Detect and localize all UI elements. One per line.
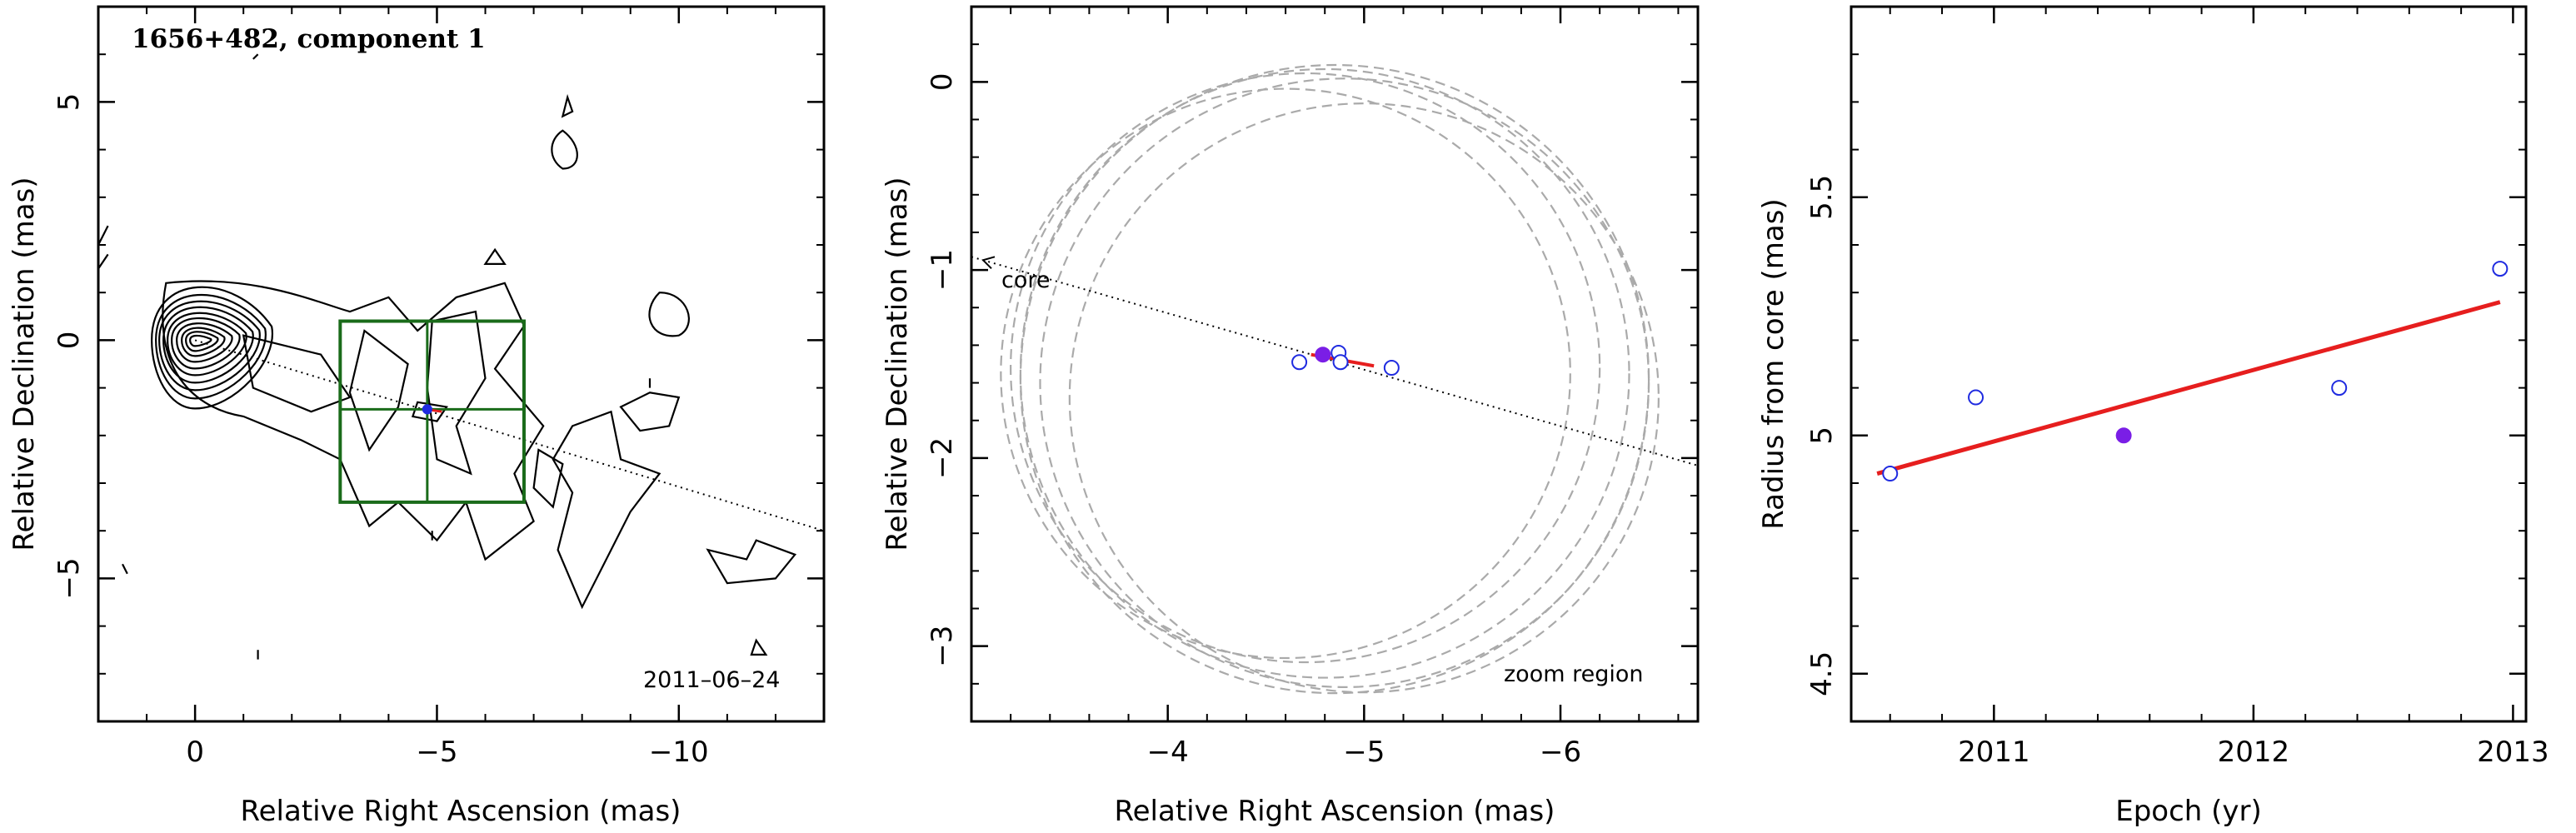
plot-frame [1850, 5, 2528, 723]
x-tick-label: 2012 [2218, 736, 2290, 769]
open-point [1332, 354, 1349, 371]
x-tick-label: −6 [1540, 736, 1581, 769]
uncertainty-circle [1019, 63, 1650, 695]
plot-frame [970, 5, 1700, 723]
jet-contour [648, 292, 690, 337]
core-contour [158, 300, 261, 392]
panel-radius-vs-epoch: 2011 2012 2013 4.5 5 5.5 Epoch (yr) Radius fr… [1757, 5, 2549, 828]
core-contour [176, 322, 233, 363]
core-contour [155, 294, 267, 400]
zoom-plot [971, 63, 1698, 695]
x-tick-label: −5 [1343, 736, 1385, 769]
open-point [1383, 360, 1400, 377]
x-tick-label: −5 [416, 736, 457, 769]
y-tick-label: 4.5 [1805, 651, 1839, 696]
panel2-xlabel: Relative Right Ascension (mas) [1115, 795, 1555, 828]
component-marker [422, 404, 432, 415]
y-tick-label: 0 [52, 332, 86, 350]
uncertainty-circle [1000, 87, 1571, 660]
y-tick-label: −1 [926, 249, 959, 291]
jet-contour [483, 247, 507, 265]
uncertainty-circle [1068, 102, 1660, 694]
jet-contour [97, 253, 109, 270]
core-contour [185, 331, 219, 352]
panel-contour-map: 0 −5 −10 5 0 −5 1656+482, component 1 2011–06… [7, 5, 826, 828]
axis-ticks: 2011 2012 2013 4.5 5 5.5 [1805, 6, 2549, 769]
panel3-xlabel: Epoch (yr) [2115, 795, 2262, 828]
y-tick-label: 5.5 [1805, 175, 1839, 220]
uncertainty-circle [1039, 77, 1650, 688]
panel1-title: 1656+482, component 1 [132, 24, 486, 54]
panel1-ylabel: Relative Declination (mas) [7, 177, 41, 551]
y-tick-label: −5 [52, 557, 86, 599]
axis-ticks: 0 −5 −10 5 0 −5 [52, 6, 825, 769]
y-tick-label: −2 [926, 437, 959, 479]
jet-contour [750, 638, 768, 656]
jet-contour [122, 563, 128, 575]
jet-contour [561, 93, 574, 118]
uncertainty-circle [1019, 67, 1630, 679]
y-tick-label: 0 [926, 72, 959, 91]
contour-map [97, 53, 825, 660]
axis-ticks: −4 −5 −6 0 −1 −2 −3 [926, 6, 1698, 769]
jet-contour [252, 53, 259, 60]
fit-line [1876, 300, 2501, 476]
y-tick-label: 5 [1805, 426, 1839, 445]
open-point [1291, 354, 1308, 371]
open-point [2331, 380, 2348, 397]
y-tick-label: −3 [926, 626, 959, 667]
jet-contour [97, 225, 109, 246]
filled-point [1315, 347, 1331, 363]
plot-area [971, 63, 1698, 695]
radius-plot [1876, 261, 2509, 482]
panel1-date: 2011–06–24 [643, 667, 780, 693]
x-tick-label: 2011 [1958, 736, 2030, 769]
panel3-ylabel: Radius from core (mas) [1757, 198, 1790, 529]
open-point [2492, 261, 2509, 277]
plot-frame [97, 5, 826, 723]
panel2-ylabel: Relative Declination (mas) [881, 177, 914, 551]
jet-contour [242, 334, 352, 413]
jet-contour [426, 310, 487, 476]
core-contour [167, 312, 247, 377]
open-point [1882, 466, 1899, 482]
filled-point [2115, 427, 2132, 444]
jet-contour [348, 329, 409, 452]
direction-line [971, 256, 1698, 466]
jet-contour [619, 392, 681, 432]
core-contour [189, 334, 212, 347]
panel-zoom-region: −4 −5 −6 0 −1 −2 −3 core zoom region Relative … [881, 5, 1700, 828]
zoom-box [338, 319, 526, 504]
panel1-xlabel: Relative Right Ascension (mas) [241, 795, 681, 828]
y-tick-label: 5 [52, 93, 86, 112]
x-tick-label: 2013 [2477, 736, 2549, 769]
uncertainty-circle [1010, 72, 1601, 664]
jet-contour [532, 448, 564, 509]
x-tick-label: −4 [1147, 736, 1189, 769]
core-contour [171, 317, 241, 370]
jet-contour [551, 129, 578, 170]
jet-contour [552, 410, 661, 610]
core-contour [181, 327, 226, 357]
jet-contour [706, 539, 797, 585]
open-point [1968, 389, 1984, 406]
arrow-head [981, 256, 996, 270]
x-tick-label: −10 [649, 736, 709, 769]
panel2-core-label: core [1001, 267, 1050, 293]
core-contour [151, 286, 274, 410]
jet-contour [411, 401, 448, 422]
x-tick-label: 0 [186, 736, 204, 769]
panel2-zoom-label: zoom region [1504, 661, 1643, 687]
